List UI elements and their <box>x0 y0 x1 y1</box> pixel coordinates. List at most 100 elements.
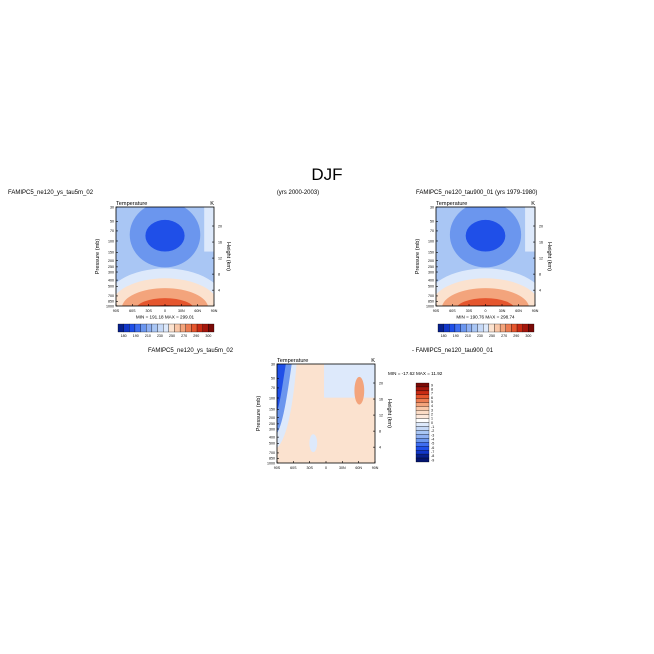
x-tick-label: 0 <box>485 309 487 313</box>
colorbar-label: 3 <box>431 408 433 412</box>
panel-title: Temperature <box>436 201 467 207</box>
y-axis-label: Pressure (mb) <box>415 239 421 275</box>
colorbar-swatch <box>505 323 512 333</box>
y-tick-label: 300 <box>269 427 275 431</box>
y-tick-label: 1000 <box>267 461 275 465</box>
y-axis-label: Pressure (mb) <box>256 396 262 432</box>
height-tick-label: 4 <box>218 288 220 292</box>
colorbar-label: -9 <box>431 458 434 462</box>
y-tick-label: 200 <box>269 416 275 420</box>
y-tick-label: 300 <box>108 270 114 274</box>
y-tick-label: 150 <box>108 251 114 255</box>
colorbar-swatch <box>185 323 192 333</box>
colorbar-swatch <box>415 438 430 443</box>
height-tick-label: 8 <box>218 272 220 276</box>
colorbar-swatch <box>415 446 430 451</box>
y-tick-label: 100 <box>428 239 434 243</box>
x-tick-label: 30N <box>499 309 506 313</box>
x-tick-label: 60S <box>290 466 297 470</box>
x-tick-label: 90N <box>532 309 539 313</box>
colorbar-label: 300 <box>525 334 531 338</box>
colorbar-label: 250 <box>489 334 495 338</box>
colorbar-swatch <box>488 323 495 333</box>
colorbar-swatch <box>415 386 430 392</box>
colorbar-label: 0 <box>431 421 433 425</box>
x-tick-label: 60S <box>449 309 456 313</box>
y-tick-label: 400 <box>428 278 434 282</box>
colorbar-label: 210 <box>145 334 151 338</box>
colorbar-label: 210 <box>465 334 471 338</box>
x-tick-label: 60N <box>355 466 362 470</box>
colorbar-swatch <box>415 394 430 399</box>
diff-polar-warm <box>354 376 365 405</box>
colorbar-swatch <box>415 426 430 431</box>
panel-left: 90S 60S 30S 0 30N 60N 90N305070100150200250300… <box>95 201 231 338</box>
y-tick-label: 1000 <box>106 304 114 308</box>
colorbar-label: -6 <box>431 446 434 450</box>
colorbar-swatch <box>415 382 430 388</box>
field-lower-hot <box>457 298 514 306</box>
colorbar-label: 4 <box>431 404 433 408</box>
colorbar-label: 190 <box>453 334 459 338</box>
y-tick-label: 250 <box>428 265 434 269</box>
height-tick-label: 16 <box>379 397 383 401</box>
colorbar-swatch <box>415 406 430 411</box>
colorbar-swatch <box>415 418 430 423</box>
colorbar-label: 180 <box>121 334 127 338</box>
colorbar-label: 180 <box>441 334 447 338</box>
colorbar-swatch <box>483 323 489 333</box>
height-tick-label: 12 <box>379 413 383 417</box>
x-tick-label: 90N <box>211 309 218 313</box>
panel-stats: MIN = -17.62 MAX = 11.92 <box>388 371 443 376</box>
colorbar-swatch <box>157 323 164 333</box>
x-tick-label: 0 <box>164 309 166 313</box>
colorbar-swatch <box>415 410 430 415</box>
height-tick-label: 8 <box>379 429 381 433</box>
y-axis-label: Pressure (mb) <box>95 239 101 275</box>
field-lower-warm <box>122 288 208 306</box>
field-coldest-core <box>145 219 185 252</box>
y-tick-label: 250 <box>269 422 275 426</box>
colorbar-swatch <box>466 323 473 333</box>
colorbar-swatch <box>522 323 529 333</box>
colorbar-label: 6 <box>431 396 433 400</box>
colorbar-swatch <box>511 323 518 333</box>
colorbar-swatch <box>499 323 506 333</box>
x-tick-label: 90N <box>372 466 379 470</box>
y-axis-label-right: Height (km) <box>225 242 231 271</box>
colorbar-label: 250 <box>169 334 175 338</box>
x-tick-label: 30N <box>339 466 346 470</box>
y-tick-label: 100 <box>108 239 114 243</box>
x-tick-label: 30S <box>145 309 152 313</box>
colorbar-swatch <box>208 323 215 333</box>
x-tick-label: 30S <box>466 309 473 313</box>
colorbar-swatch <box>415 390 430 395</box>
colorbar-label: -7 <box>431 450 434 454</box>
x-tick-label: 60S <box>129 309 136 313</box>
height-tick-label: 12 <box>218 256 222 260</box>
panel-stats: MIN = 190.76 MAX = 298.74 <box>456 315 515 320</box>
y-tick-label: 300 <box>428 270 434 274</box>
x-tick-label: 60N <box>194 309 201 313</box>
height-tick-label: 4 <box>379 445 381 449</box>
y-tick-label: 70 <box>271 386 275 390</box>
colorbar-swatch <box>168 323 175 333</box>
diff-negative-strong <box>277 364 286 412</box>
center-header: (yrs 2000-2003) <box>277 190 319 196</box>
y-axis-label-right: Height (km) <box>386 399 392 428</box>
diff-low-cool <box>309 434 318 453</box>
colorbar-label: -2 <box>431 429 434 433</box>
colorbar-label: -1 <box>431 425 434 429</box>
field-polar-warm <box>204 207 214 252</box>
y-tick-label: 500 <box>108 285 114 289</box>
y-tick-label: 400 <box>108 278 114 282</box>
y-tick-label: 700 <box>428 294 434 298</box>
panel-units: K <box>531 201 535 207</box>
colorbar-swatch <box>477 323 484 333</box>
colorbar-label: 230 <box>477 334 483 338</box>
x-tick-label: 60N <box>515 309 522 313</box>
panel-stats: MIN = 191.18 MAX = 299.01 <box>136 315 195 320</box>
y-tick-label: 50 <box>271 377 275 381</box>
panel-title: Temperature <box>277 358 308 364</box>
x-tick-label: 30S <box>306 466 313 470</box>
